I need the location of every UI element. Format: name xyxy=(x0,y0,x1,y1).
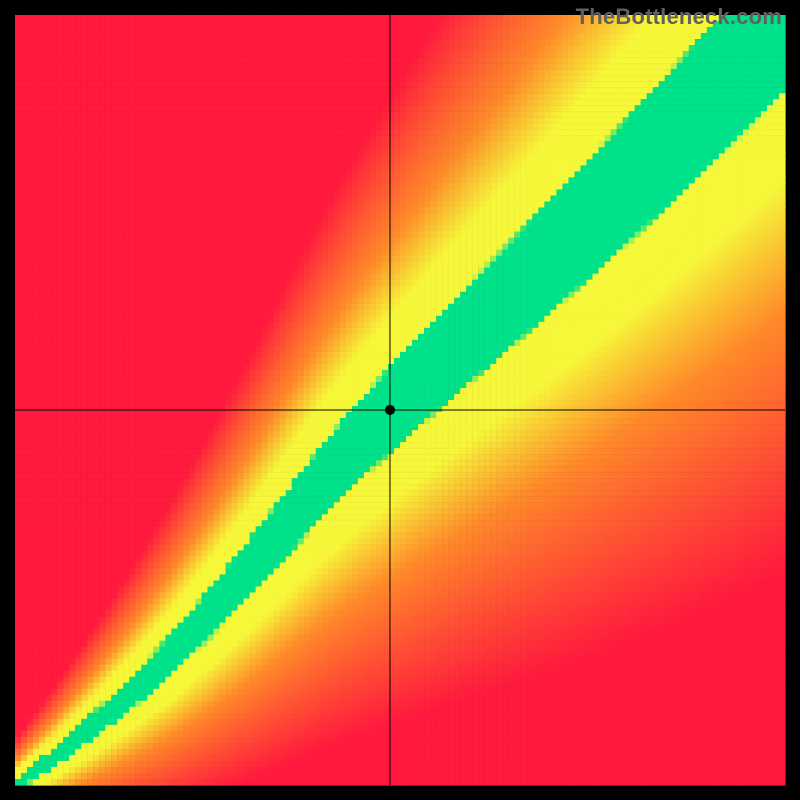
watermark-text: TheBottleneck.com xyxy=(576,4,782,30)
figure-container: TheBottleneck.com xyxy=(0,0,800,800)
bottleneck-heatmap xyxy=(0,0,800,800)
